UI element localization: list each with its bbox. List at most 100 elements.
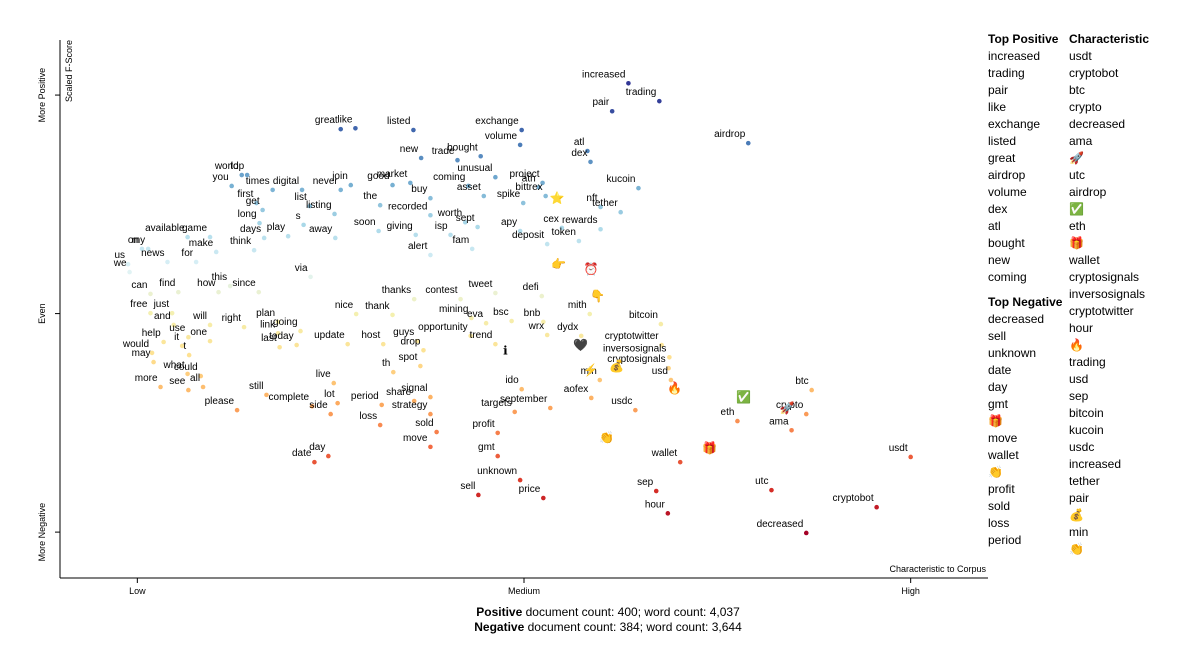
list-term: loss	[988, 516, 1010, 530]
term-label: nft	[586, 193, 597, 204]
list-term: cryptobot	[1069, 66, 1119, 80]
term-point	[216, 289, 221, 295]
term-point	[185, 371, 190, 377]
term-point	[328, 411, 333, 417]
term-point	[495, 430, 501, 436]
term-point	[543, 193, 548, 199]
term-point	[448, 232, 453, 238]
term-point	[308, 274, 313, 280]
term-point	[207, 338, 213, 344]
term-label: side	[309, 400, 328, 411]
list-term: airdrop	[1069, 185, 1107, 199]
term-label: eva	[467, 309, 484, 320]
term-label: live	[316, 369, 331, 380]
term-point	[598, 226, 603, 232]
term-point	[659, 342, 664, 348]
term-point	[517, 477, 523, 483]
term-point	[668, 377, 674, 383]
term-label: bnb	[524, 308, 541, 319]
term-point	[275, 330, 281, 336]
list-term: 👏	[1069, 542, 1084, 556]
list-term: increased	[988, 49, 1041, 63]
term-label: loss	[359, 411, 377, 422]
list-term: 💰	[1069, 508, 1084, 522]
term-point	[229, 183, 234, 189]
term-point	[585, 148, 590, 154]
term-point	[588, 159, 593, 165]
term-point	[677, 459, 683, 465]
term-label: unknown	[477, 466, 517, 477]
term-label: first	[237, 189, 253, 200]
term-label: price	[519, 484, 541, 495]
term-point	[227, 283, 233, 289]
term-label: sep	[637, 477, 654, 488]
term-label: bsc	[493, 307, 509, 318]
term-label: digital	[273, 176, 299, 187]
term-point	[541, 495, 546, 501]
term-point	[908, 454, 913, 460]
term-label: bittrex	[515, 182, 542, 193]
list-term: increased	[1069, 457, 1122, 471]
list-term: ✅	[1069, 202, 1084, 216]
list-title: Top Positive	[988, 32, 1059, 46]
term-point	[332, 211, 337, 217]
term-point	[809, 387, 814, 393]
term-label: s	[296, 211, 301, 222]
y-tick-label: Even	[37, 303, 47, 324]
term-label: strategy	[392, 400, 428, 411]
list-term: wallet	[1069, 253, 1100, 267]
list-term: day	[988, 380, 1008, 394]
term-point	[481, 193, 487, 199]
term-label: sell	[460, 481, 475, 492]
term-point	[158, 384, 163, 390]
term-point	[260, 207, 265, 213]
term-point	[512, 409, 518, 415]
list-term: kucoin	[1069, 423, 1104, 437]
term-label: my	[132, 235, 145, 246]
term-label: crypto	[776, 400, 804, 411]
x-tick-label: High	[901, 586, 920, 596]
term-point	[597, 377, 603, 383]
term-label: cryptosignals	[607, 354, 665, 365]
list-term: period	[988, 533, 1022, 547]
term-point	[609, 108, 615, 114]
term-point	[536, 184, 541, 190]
term-point	[171, 322, 176, 328]
list-term: min	[1069, 525, 1089, 539]
list-term: usdc	[1069, 440, 1095, 454]
term-label: dydx	[557, 322, 578, 333]
term-point	[588, 395, 594, 401]
term-point	[193, 259, 199, 265]
term-label: cryptobot	[832, 493, 873, 504]
list-term: sep	[1069, 389, 1089, 403]
term-point	[874, 504, 879, 510]
list-term: utc	[1069, 168, 1086, 182]
term-label: market	[377, 169, 408, 180]
term-label: available	[145, 223, 185, 234]
list-term: bought	[988, 236, 1025, 250]
term-label: cryptotwitter	[605, 331, 660, 342]
term-point	[234, 407, 240, 413]
term-label: and	[154, 311, 171, 322]
term-point	[261, 235, 267, 241]
term-point	[270, 187, 275, 193]
emoji-point: ⭐	[550, 191, 565, 205]
term-label: deposit	[512, 230, 544, 241]
list-term: decreased	[1069, 117, 1126, 131]
list-term: 🎁	[1069, 236, 1084, 250]
term-point	[517, 228, 523, 234]
term-point	[348, 182, 354, 188]
list-term: date	[988, 363, 1012, 377]
term-point	[390, 312, 395, 318]
term-point	[298, 328, 303, 334]
term-point	[264, 392, 269, 398]
term-point	[390, 182, 395, 188]
term-label: will	[192, 311, 207, 322]
term-label: apy	[501, 217, 517, 228]
term-label: since	[232, 278, 256, 289]
list-term: 👏	[988, 465, 1003, 479]
term-label: please	[205, 396, 235, 407]
term-label: tether	[592, 198, 618, 209]
term-point	[483, 320, 489, 326]
